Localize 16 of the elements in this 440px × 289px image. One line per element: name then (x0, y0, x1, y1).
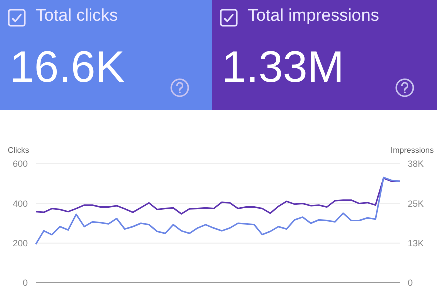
text: 16.6K (10, 42, 125, 94)
y-tick-label: 200 (12, 238, 28, 249)
text: Total impressions (248, 6, 380, 26)
y-tick-label: 0 (22, 278, 28, 288)
y2-tick-label: 13K (408, 238, 424, 249)
y-tick-label: 400 (12, 198, 28, 209)
text: Total clicks (36, 6, 118, 26)
y2-tick-label: 0 (408, 278, 414, 288)
y2-axis-title: Impressions (390, 146, 434, 155)
line-series (35, 178, 401, 215)
y2-tick-label: 38K (408, 159, 424, 170)
line-series (35, 176, 401, 246)
y2-tick-label: 25K (408, 198, 424, 209)
y-axis-title: Clicks (8, 146, 30, 155)
text: 1.33M (222, 42, 344, 94)
y-tick-label: 600 (12, 159, 28, 170)
